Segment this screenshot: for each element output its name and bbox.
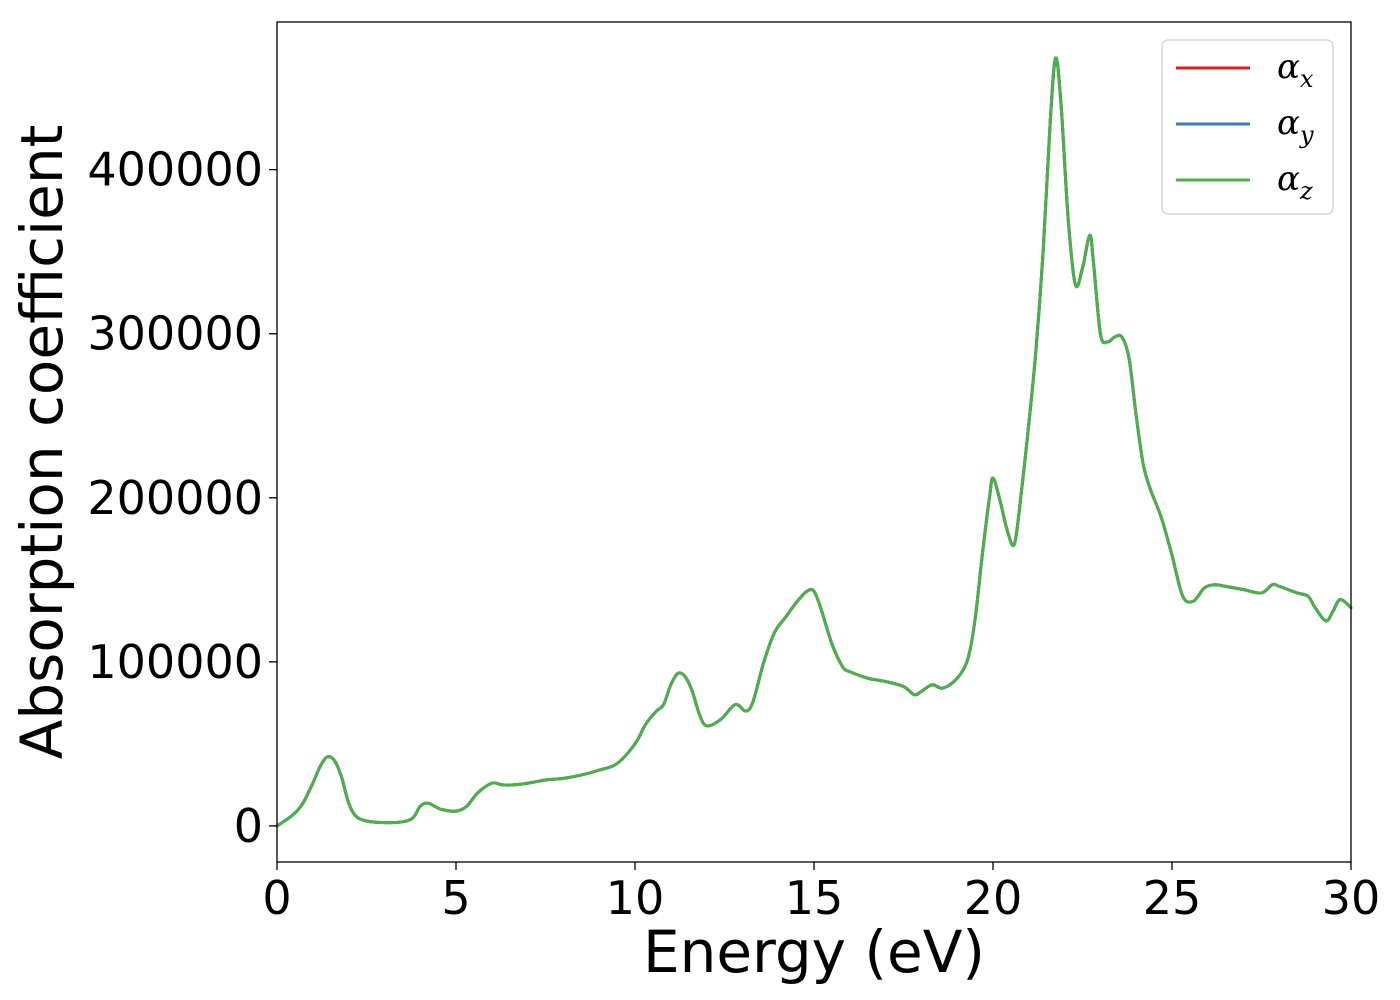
y-tick-label: 400000 (87, 143, 263, 197)
legend-label: αy (1277, 103, 1314, 149)
x-tick-label: 25 (1143, 871, 1202, 925)
legend: αx αy αz (1161, 39, 1334, 215)
x-tick-label: 30 (1322, 871, 1381, 925)
legend-label: αx (1277, 47, 1314, 93)
x-tick-label: 0 (262, 871, 291, 925)
x-tick-label: 5 (441, 871, 470, 925)
y-tick-label: 100000 (87, 635, 263, 689)
x-tick-label: 20 (964, 871, 1023, 925)
y-tick-label: 0 (234, 799, 263, 853)
x-tick-label: 15 (785, 871, 844, 925)
series-line-3 (275, 56, 1353, 828)
legend-box (1161, 39, 1334, 215)
y-tick-label: 200000 (87, 471, 263, 525)
x-axis-ticks: 0 5 10 15 20 25 30 (262, 862, 1380, 925)
y-tick-label: 300000 (87, 307, 263, 361)
y-axis-ticks: 0 100000 200000 300000 400000 (87, 143, 277, 853)
y-axis-title: Absorption coefficient (8, 125, 76, 760)
x-axis-title: Energy (eV) (643, 918, 985, 986)
legend-label: αz (1277, 159, 1313, 205)
series-layer (275, 56, 1353, 828)
x-tick-label: 10 (606, 871, 665, 925)
